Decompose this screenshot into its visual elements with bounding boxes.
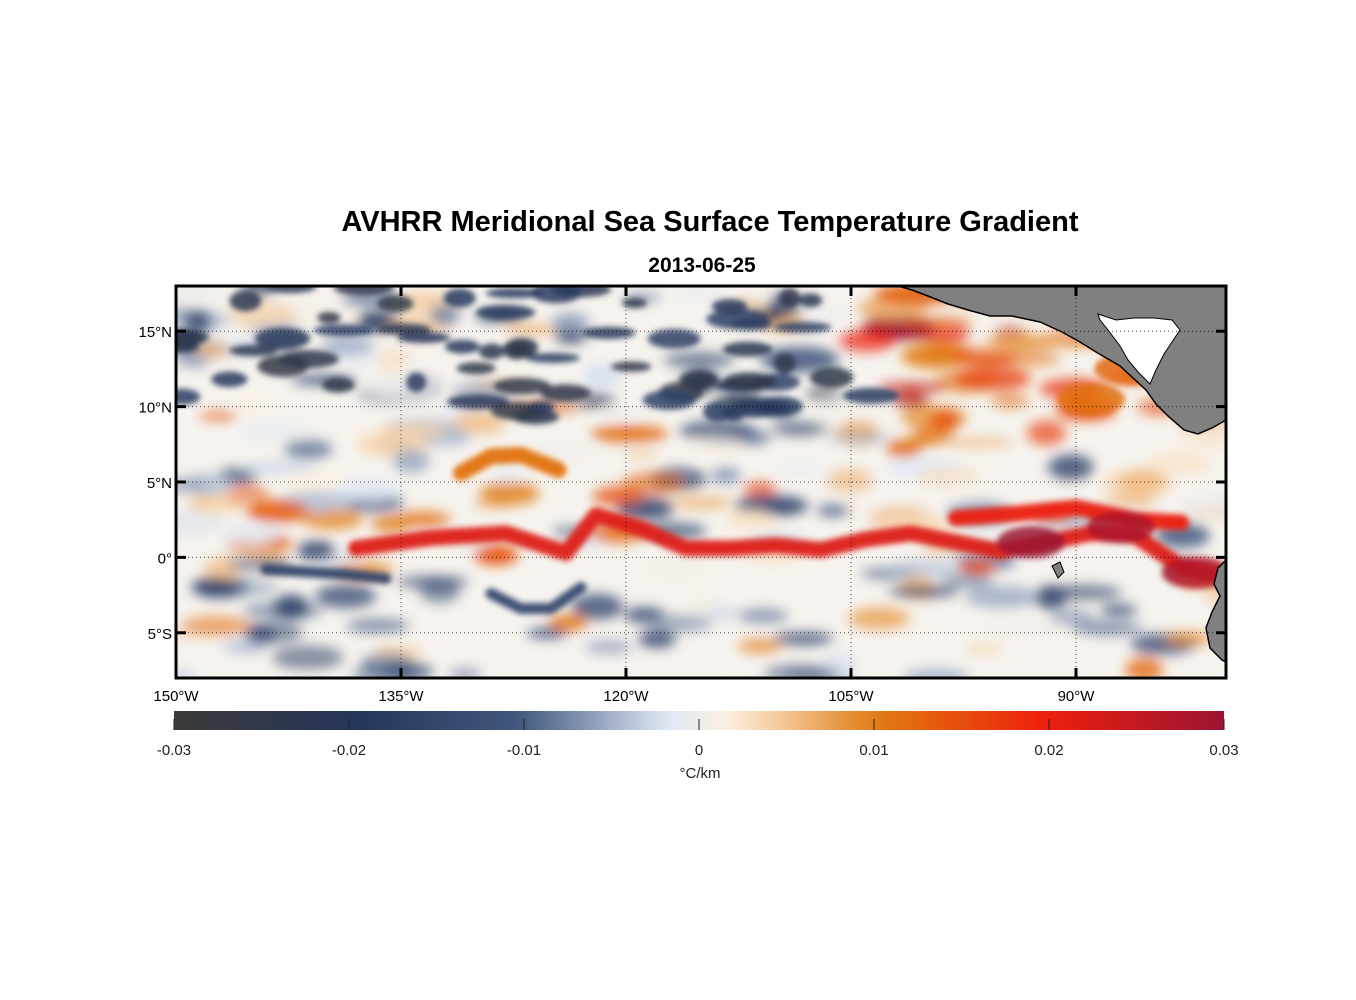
- colorbar-tick-label: -0.02: [332, 742, 366, 759]
- galapagos-islands: [1051, 561, 1065, 579]
- lon-tick-label: 150°W: [153, 688, 199, 705]
- lon-tick-label: 105°W: [828, 688, 874, 705]
- front-tropical-instability-wave-crest: [453, 446, 567, 481]
- colorbar-tick-label: -0.03: [157, 742, 191, 759]
- colorbar-tick-label: 0.03: [1209, 742, 1238, 759]
- map-title: AVHRR Meridional Sea Surface Temperature…: [341, 206, 1079, 238]
- lon-tick-label: 120°W: [603, 688, 649, 705]
- front-wave-trough: [485, 582, 587, 615]
- lat-tick-label: 5°N: [147, 475, 172, 492]
- lat-tick-label: 5°S: [148, 626, 172, 643]
- colorbar-tick-label: 0.02: [1034, 742, 1063, 759]
- map-ticks: 150°W 135°W 120°W 105°W 90°W 15°N 10°N 5°N 0° 5°S: [138, 286, 1226, 705]
- lat-tick-label: 10°N: [138, 400, 172, 417]
- colorbar: -0.03 -0.02 -0.01 0 0.01 0.02 0.03 °C/km: [157, 711, 1239, 782]
- central-america-lake: [1097, 313, 1181, 385]
- colorbar-tick-label: 0: [695, 742, 703, 759]
- lat-tick-label: 15°N: [138, 324, 172, 341]
- land-masses: [897, 286, 1226, 663]
- lon-tick-label: 90°W: [1058, 688, 1096, 705]
- colorbar-ticks: -0.03 -0.02 -0.01 0 0.01 0.02 0.03: [157, 719, 1239, 759]
- colorbar-units: °C/km: [680, 765, 721, 782]
- lat-tick-label: 0°: [158, 550, 172, 567]
- lon-tick-label: 135°W: [378, 688, 424, 705]
- map-subtitle: 2013-06-25: [648, 254, 756, 277]
- colorbar-tick-label: -0.01: [507, 742, 541, 759]
- map-plot-area: 150°W 135°W 120°W 105°W 90°W 15°N 10°N 5°N 0° 5°S: [138, 284, 1228, 705]
- front-southern-cold-band: [260, 563, 392, 584]
- map-gridlines: [176, 286, 1226, 678]
- south-america-land: [1205, 558, 1226, 663]
- colorbar-tick-label: 0.01: [859, 742, 888, 759]
